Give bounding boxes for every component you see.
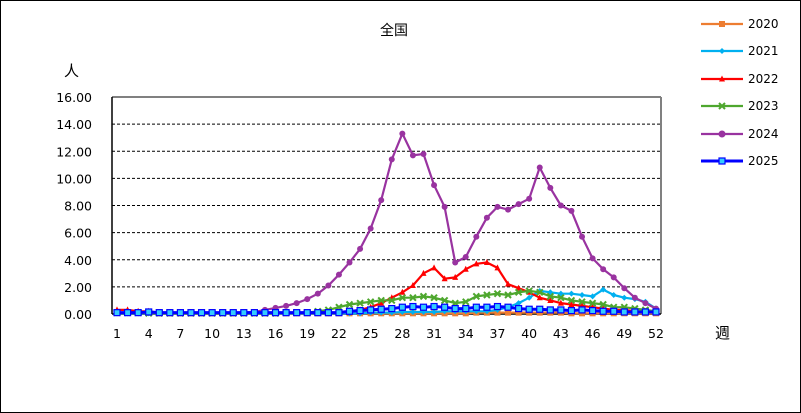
y-tick-label: 12.00 <box>56 144 92 159</box>
legend-item-2023: 2023 <box>700 93 798 121</box>
x-tick-label: 7 <box>176 326 184 341</box>
x-tick-label: 46 <box>585 326 601 341</box>
legend-item-2025: 2025 <box>700 148 798 176</box>
legend-label: 2021 <box>748 44 779 59</box>
y-axis-unit-label: 人 <box>64 62 80 80</box>
x-tick-label: 22 <box>331 326 347 341</box>
y-tick-label: 4.00 <box>64 253 92 268</box>
series-2025 <box>113 302 660 317</box>
x-tick-label: 31 <box>426 326 442 341</box>
x-tick-label: 19 <box>299 326 315 341</box>
x-tick-label: 13 <box>236 326 252 341</box>
legend-swatch-icon <box>701 20 743 27</box>
x-tick-label: 52 <box>648 326 664 341</box>
x-tick-label: 49 <box>616 326 632 341</box>
y-tick-label: 14.00 <box>56 117 92 132</box>
legend-label: 2020 <box>748 16 779 31</box>
x-tick-label: 34 <box>458 326 474 341</box>
x-axis-unit-label: 週 <box>715 324 731 342</box>
x-tick-label: 1 <box>113 326 121 341</box>
legend-swatch-icon <box>701 130 743 138</box>
y-tick-label: 16.00 <box>56 90 92 105</box>
x-tick-label: 10 <box>204 326 220 341</box>
legend-item-2022: 2022 <box>700 65 798 93</box>
legend-swatch-icon <box>701 48 743 55</box>
y-tick-label: 2.00 <box>64 280 92 295</box>
x-tick-label: 16 <box>268 326 284 341</box>
legend-label: 2022 <box>748 71 779 86</box>
legend-label: 2024 <box>748 126 779 141</box>
chart-title: 全国 <box>380 23 408 39</box>
y-tick-label: 6.00 <box>64 226 92 241</box>
x-tick-label: 40 <box>521 326 537 341</box>
series-2024 <box>114 130 659 316</box>
legend-item-2024: 2024 <box>700 120 798 148</box>
legend-item-2020: 2020 <box>700 10 798 38</box>
legend-swatch-icon <box>701 102 743 110</box>
legend-label: 2023 <box>748 99 779 114</box>
x-tick-label: 28 <box>394 326 410 341</box>
x-tick-label: 25 <box>363 326 379 341</box>
legend-label: 2025 <box>748 154 779 169</box>
legend-swatch-icon <box>701 157 743 165</box>
x-tick-label: 43 <box>553 326 569 341</box>
x-tick-label: 4 <box>145 326 153 341</box>
x-tick-label: 37 <box>490 326 506 341</box>
legend-item-2021: 2021 <box>700 38 798 66</box>
y-tick-label: 8.00 <box>64 199 92 214</box>
y-tick-label: 0.00 <box>64 307 92 322</box>
legend: 2020 2021 2022 2023 2024 2025 <box>700 10 798 175</box>
y-tick-label: 10.00 <box>56 171 92 186</box>
legend-swatch-icon <box>701 75 743 82</box>
